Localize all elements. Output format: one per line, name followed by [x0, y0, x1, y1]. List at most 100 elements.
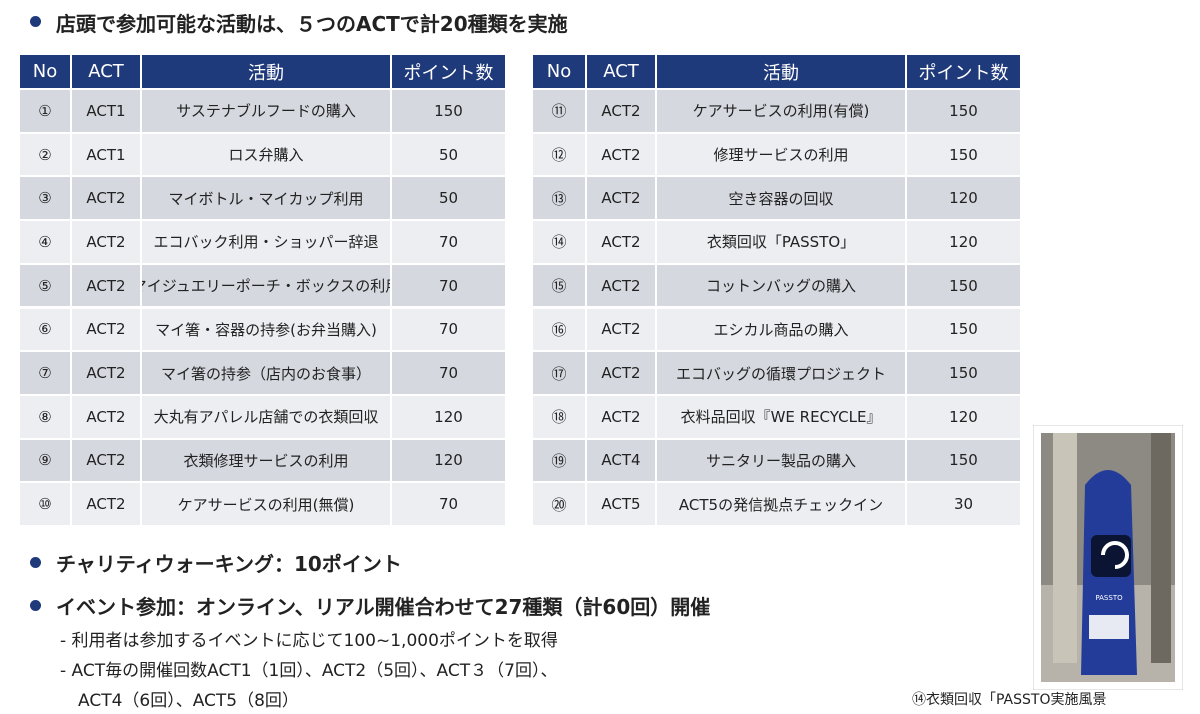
- table-cell: ACT2: [587, 352, 657, 396]
- table-cell: ACT2: [587, 133, 657, 178]
- table-cell: 50: [392, 177, 507, 222]
- table-cell: 70: [392, 221, 507, 265]
- table-cell: 衣料品回収『WE RECYCLE』: [657, 395, 907, 440]
- table-cell: エシカル商品の購入: [657, 308, 907, 353]
- table-cell: ACT2: [72, 483, 142, 527]
- column-header: ACT: [587, 55, 657, 90]
- table-cell: 120: [907, 395, 1022, 440]
- table-cell: ⑧: [20, 395, 72, 440]
- table-cell: サニタリー製品の購入: [657, 439, 907, 484]
- table-cell: ACT2: [72, 395, 142, 440]
- table-cell: マイジュエリーポーチ・ボックスの利用: [142, 264, 392, 309]
- table-cell: コットンバッグの購入: [657, 264, 907, 309]
- table-cell: ACT2: [587, 177, 657, 222]
- table-cell: ACT2: [72, 264, 142, 309]
- table-cell: ⑨: [20, 439, 72, 484]
- photo-caption: ⑭衣類回収「PASSTO実施風景: [912, 692, 1107, 708]
- sub-item: - 利用者は参加するイベントに応じて100~1,000ポイントを取得: [60, 631, 558, 651]
- column-header: ポイント数: [392, 55, 507, 90]
- bullet-dot: [30, 16, 41, 27]
- table-cell: 150: [907, 133, 1022, 178]
- table-cell: ⑥: [20, 308, 72, 353]
- table-cell: ACT2: [72, 439, 142, 484]
- table-cell: ケアサービスの利用(無償): [142, 483, 392, 527]
- table-cell: 衣類修理サービスの利用: [142, 439, 392, 484]
- table-cell: 大丸有アパレル店舗での衣類回収: [142, 395, 392, 440]
- table-cell: 150: [907, 352, 1022, 396]
- table-cell: 衣類回収「PASSTO」: [657, 221, 907, 265]
- column-header: ポイント数: [907, 55, 1022, 90]
- table-cell: ②: [20, 133, 72, 178]
- table-cell: 150: [907, 308, 1022, 353]
- table-cell: ACT5: [587, 483, 657, 527]
- table-cell: ⑮: [533, 264, 587, 309]
- table-cell: ACT2: [587, 90, 657, 134]
- table-cell: ⑰: [533, 352, 587, 396]
- column-header: ACT: [72, 55, 142, 90]
- table-cell: 120: [907, 177, 1022, 222]
- table-cell: ACT2: [587, 264, 657, 309]
- table-cell: ACT2: [72, 177, 142, 222]
- table-cell: エコバック利用・ショッパー辞退: [142, 221, 392, 265]
- table-cell: ④: [20, 221, 72, 265]
- table-cell: 150: [907, 264, 1022, 309]
- table-cell: ACT5の発信拠点チェックイン: [657, 483, 907, 527]
- bullet-dot: [30, 600, 41, 611]
- table-cell: ロス弁購入: [142, 133, 392, 178]
- table-cell: ⑤: [20, 264, 72, 309]
- table-cell: 70: [392, 352, 507, 396]
- column-header: No: [20, 55, 72, 90]
- table-cell: 120: [907, 221, 1022, 265]
- table-cell: ACT2: [587, 308, 657, 353]
- table-cell: ⑲: [533, 439, 587, 484]
- table-cell: ⑪: [533, 90, 587, 134]
- heading: 店頭で参加可能な活動は、５つのACTで計20種類を実施: [56, 12, 568, 36]
- table-cell: 120: [392, 395, 507, 440]
- table-cell: 修理サービスの利用: [657, 133, 907, 178]
- table-cell: ACT2: [587, 395, 657, 440]
- table-cell: ACT4: [587, 439, 657, 484]
- table-cell: ACT2: [72, 221, 142, 265]
- table-cell: 50: [392, 133, 507, 178]
- table-cell: マイボトル・マイカップ利用: [142, 177, 392, 222]
- bullet-dot: [30, 557, 41, 568]
- table-cell: ACT2: [587, 221, 657, 265]
- table-cell: 70: [392, 308, 507, 353]
- table-cell: サステナブルフードの購入: [142, 90, 392, 134]
- table-cell: ③: [20, 177, 72, 222]
- photo-label: PASSTO: [1095, 594, 1123, 602]
- column-header: No: [533, 55, 587, 90]
- photo: PASSTO: [1033, 425, 1183, 690]
- table-cell: マイ箸・容器の持参(お弁当購入): [142, 308, 392, 353]
- table-cell: ⑱: [533, 395, 587, 440]
- table-cell: エコバッグの循環プロジェクト: [657, 352, 907, 396]
- table-cell: 30: [907, 483, 1022, 527]
- table-cell: ⑯: [533, 308, 587, 353]
- table-cell: ⑫: [533, 133, 587, 178]
- table-cell: 150: [907, 439, 1022, 484]
- table-cell: ACT1: [72, 90, 142, 134]
- table-cell: 空き容器の回収: [657, 177, 907, 222]
- table-cell: ⑦: [20, 352, 72, 396]
- table-cell: ⑩: [20, 483, 72, 527]
- table-cell: ①: [20, 90, 72, 134]
- sub-item: - ACT毎の開催回数ACT1（1回）、ACT2（5回）、ACT３（7回）、: [60, 661, 558, 681]
- column-header: 活動: [657, 55, 907, 90]
- table-cell: ⑳: [533, 483, 587, 527]
- table-cell: 70: [392, 483, 507, 527]
- bullet-text: イベント参加：オンライン、リアル開催合わせて27種類（計60回）開催: [56, 595, 711, 619]
- table-cell: 150: [392, 90, 507, 134]
- table-cell: ACT2: [72, 352, 142, 396]
- table-cell: ACT2: [72, 308, 142, 353]
- table-cell: ケアサービスの利用(有償): [657, 90, 907, 134]
- bullet-text: チャリティウォーキング：10ポイント: [56, 552, 402, 576]
- sub-item: ACT4（6回）、ACT5（8回）: [78, 691, 299, 711]
- column-header: 活動: [142, 55, 392, 90]
- table-cell: ⑭: [533, 221, 587, 265]
- table-cell: 150: [907, 90, 1022, 134]
- table-cell: 70: [392, 264, 507, 309]
- table-cell: 120: [392, 439, 507, 484]
- table-cell: ⑬: [533, 177, 587, 222]
- table-cell: マイ箸の持参（店内のお食事）: [142, 352, 392, 396]
